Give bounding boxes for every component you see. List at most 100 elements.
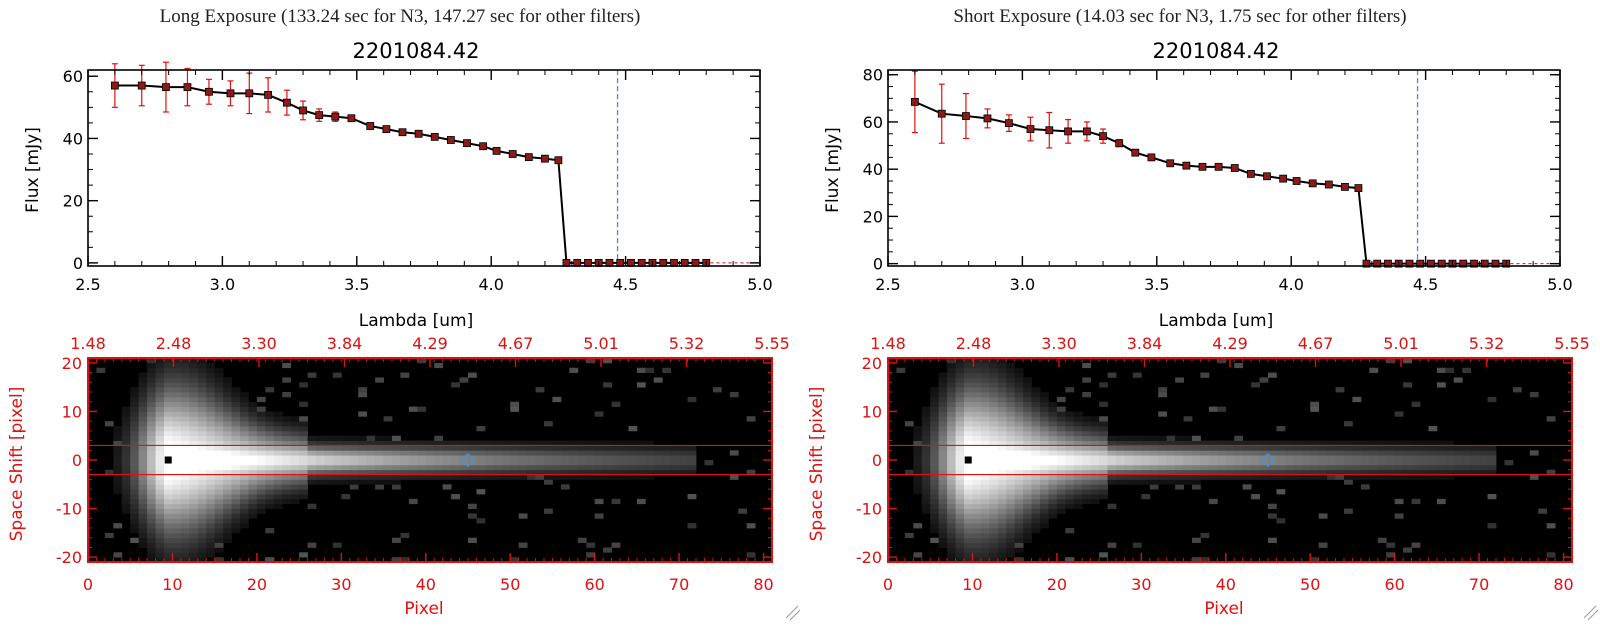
image-pixel bbox=[1293, 460, 1303, 466]
image-pixel bbox=[544, 421, 553, 427]
image-pixel bbox=[130, 489, 140, 495]
image-pixel bbox=[938, 523, 948, 529]
image-pixel bbox=[1175, 464, 1184, 471]
image-pixel bbox=[240, 406, 249, 412]
image-pixel bbox=[248, 421, 258, 427]
image-pixel bbox=[164, 421, 173, 427]
data-point bbox=[910, 97, 919, 106]
image-pixel bbox=[273, 411, 283, 417]
image-pixel bbox=[930, 460, 940, 466]
image-pixel bbox=[1310, 406, 1320, 412]
image-pixel bbox=[383, 450, 393, 456]
image-pixel bbox=[989, 494, 999, 500]
image-pixel bbox=[147, 484, 156, 490]
image-pixel bbox=[147, 377, 156, 383]
image-pixel bbox=[172, 513, 182, 519]
image-pixel bbox=[206, 503, 216, 509]
image-pixel bbox=[1175, 440, 1184, 446]
image-pixel bbox=[980, 367, 990, 373]
image-pixel bbox=[997, 494, 1007, 500]
image-pixel bbox=[1014, 367, 1024, 373]
image-pixel bbox=[955, 498, 965, 505]
image-pixel bbox=[1462, 450, 1472, 456]
image-pixel bbox=[206, 455, 216, 461]
data-point bbox=[1373, 259, 1382, 268]
resize-grip-icon[interactable] bbox=[1583, 605, 1599, 621]
image-pixel bbox=[332, 445, 342, 451]
image-pixel bbox=[180, 455, 190, 461]
resize-grip-icon[interactable] bbox=[785, 605, 801, 621]
image-pixel bbox=[510, 406, 520, 412]
image-pixel bbox=[206, 430, 216, 437]
image-pixel bbox=[989, 508, 999, 514]
image-pixel bbox=[214, 406, 224, 412]
image-pixel bbox=[1040, 426, 1049, 432]
image-pixel bbox=[197, 494, 207, 500]
y-tick-label: 0 bbox=[73, 254, 83, 273]
image-pixel bbox=[1082, 489, 1092, 495]
image-pixel bbox=[316, 435, 325, 441]
image-pixel bbox=[138, 464, 148, 471]
x-tick-label: 50 bbox=[500, 575, 520, 594]
image-pixel bbox=[1023, 537, 1032, 543]
image-pixel bbox=[569, 464, 579, 471]
image-pixel bbox=[307, 542, 317, 548]
image-pixel bbox=[442, 464, 452, 471]
image-pixel bbox=[997, 362, 1007, 369]
image-pixel bbox=[282, 460, 292, 466]
data-point bbox=[245, 89, 254, 98]
image-pixel bbox=[1462, 455, 1472, 461]
image-pixel bbox=[1242, 450, 1252, 456]
image-pixel bbox=[577, 474, 587, 480]
image-pixel bbox=[130, 469, 140, 475]
image-pixel bbox=[121, 508, 131, 514]
image-pixel bbox=[290, 445, 300, 451]
image-pixel bbox=[930, 392, 940, 398]
image-pixel bbox=[189, 426, 199, 432]
image-pixel bbox=[1099, 426, 1108, 432]
image-pixel bbox=[1234, 474, 1244, 480]
image-pixel bbox=[1090, 416, 1100, 422]
image-pixel bbox=[138, 450, 148, 456]
image-pixel bbox=[434, 450, 444, 456]
image-pixel bbox=[189, 362, 199, 369]
image-pixel bbox=[980, 464, 990, 471]
image-pixel bbox=[921, 498, 931, 505]
x-tick-label: 5.0 bbox=[1547, 275, 1572, 294]
image-pixel bbox=[1082, 464, 1092, 471]
image-pixel bbox=[1394, 513, 1404, 519]
image-pixel bbox=[172, 392, 182, 398]
image-pixel bbox=[484, 460, 494, 466]
image-pixel bbox=[1386, 469, 1396, 475]
image-pixel bbox=[223, 401, 232, 407]
image-pixel bbox=[366, 460, 376, 466]
image-pixel bbox=[1090, 494, 1100, 500]
image-pixel bbox=[256, 494, 266, 500]
image-pixel bbox=[628, 474, 638, 480]
image-pixel bbox=[138, 479, 148, 485]
image-pixel bbox=[603, 358, 612, 364]
image-pixel bbox=[223, 537, 232, 543]
image-pixel bbox=[180, 489, 190, 495]
x-tick-label: 50 bbox=[1300, 575, 1320, 594]
image-pixel bbox=[1293, 450, 1303, 456]
image-pixel bbox=[282, 455, 292, 461]
image-pixel bbox=[1023, 445, 1032, 451]
image-pixel bbox=[1048, 430, 1058, 437]
image-pixel bbox=[223, 528, 232, 534]
image-pixel bbox=[147, 430, 156, 437]
image-pixel bbox=[197, 552, 207, 558]
image-pixel bbox=[1453, 377, 1463, 383]
image-pixel bbox=[1065, 445, 1075, 451]
image-pixel bbox=[1090, 484, 1100, 490]
image-pixel bbox=[299, 435, 308, 441]
image-pixel bbox=[1023, 387, 1032, 393]
image-pixel bbox=[392, 474, 401, 480]
image-pixel bbox=[248, 401, 258, 407]
image-pixel bbox=[121, 426, 131, 432]
image-pixel bbox=[164, 382, 173, 388]
image-pixel bbox=[904, 532, 914, 539]
image-pixel bbox=[1014, 542, 1024, 548]
image-pixel bbox=[620, 455, 629, 461]
image-pixel bbox=[341, 469, 351, 475]
